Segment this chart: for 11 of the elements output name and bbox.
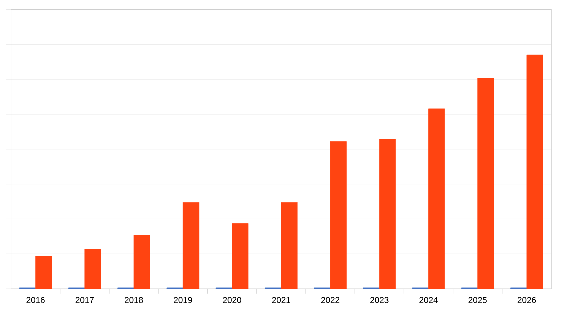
x-tick-label: 2022 xyxy=(321,297,340,304)
x-tick-label: 2016 xyxy=(26,297,45,304)
x-tick-label: 2023 xyxy=(370,297,389,304)
x-tick-label: 2020 xyxy=(223,297,242,304)
x-tick-label: 2017 xyxy=(76,297,94,304)
x-tick-label: 2019 xyxy=(174,297,192,304)
x-tick-label: 2021 xyxy=(272,297,290,304)
x-tick-label: 2025 xyxy=(468,297,487,304)
x-tick-label: 2018 xyxy=(125,297,144,304)
x-tick-label: 2026 xyxy=(518,297,536,304)
x-tick-label: 2024 xyxy=(420,297,438,304)
